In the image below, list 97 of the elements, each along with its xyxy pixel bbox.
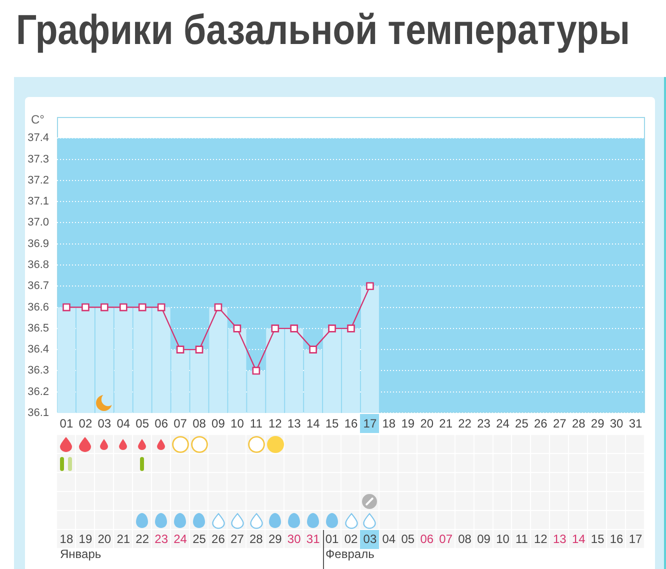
text: 31 xyxy=(306,532,320,546)
x-tick-label: 12 xyxy=(268,416,282,431)
text: 02 xyxy=(344,532,358,546)
x-tick-label: 30 xyxy=(610,416,624,431)
y-tick-label: 37.1 xyxy=(28,196,49,208)
x-tick-label: 25 xyxy=(515,416,529,431)
x-tick-label: 16 xyxy=(344,416,358,431)
y-tick-label: 37.0 xyxy=(28,216,49,229)
x-tick-label: 11 xyxy=(250,416,263,431)
x-tick-label: 03 xyxy=(98,416,112,431)
x-tick-label: 15 xyxy=(325,416,340,431)
text: 26 xyxy=(212,532,226,546)
x-tick-label: 27 xyxy=(552,416,567,431)
text: 06 xyxy=(420,532,434,546)
point xyxy=(100,303,108,312)
point xyxy=(195,346,204,354)
text: 20 xyxy=(98,532,112,546)
y-tick-label: 37.3 xyxy=(28,153,49,166)
x-tick-label: 04 xyxy=(116,416,130,431)
text: 13 xyxy=(552,532,567,546)
x-tick-label: 20 xyxy=(420,416,434,431)
text: 30 xyxy=(287,532,302,546)
x-tick-label: 28 xyxy=(572,416,586,431)
y-tick-label: 37.4 xyxy=(28,132,49,144)
x-tick-label: 26 xyxy=(534,416,548,431)
text: Январь xyxy=(60,546,102,561)
x-tick-label: 17 xyxy=(363,416,377,431)
point xyxy=(176,346,184,354)
y-tick-label: 36.7 xyxy=(28,280,49,292)
text: 07 xyxy=(439,532,453,546)
text: Февраль xyxy=(326,546,374,561)
x-tick-label: 01 xyxy=(60,416,74,431)
point xyxy=(62,303,70,312)
x-tick-label: 22 xyxy=(458,416,472,431)
point xyxy=(82,303,90,312)
text: 18 xyxy=(60,532,74,546)
x-tick-label: 31 xyxy=(628,416,643,431)
text: 14 xyxy=(572,532,586,546)
point xyxy=(309,346,317,354)
y-tick-label: 36.2 xyxy=(28,386,49,398)
point xyxy=(157,303,166,312)
text: 17 xyxy=(628,532,643,546)
point xyxy=(233,324,242,332)
x-tick-label: 08 xyxy=(192,416,206,431)
y-tick-label: 36.4 xyxy=(28,344,49,356)
y-tick-label: 36.8 xyxy=(28,259,49,272)
point xyxy=(328,324,336,332)
chart-title: Графики базальной температуры xyxy=(16,6,630,54)
x-tick-label: 18 xyxy=(382,416,396,431)
text: 25 xyxy=(192,532,206,546)
x-tick-label: 05 xyxy=(136,416,150,431)
y-tick-label: 37.2 xyxy=(28,174,49,186)
x-tick-label: 29 xyxy=(590,416,605,431)
x-tick-label: 13 xyxy=(287,416,302,431)
text: 01 xyxy=(325,532,340,546)
point xyxy=(366,282,374,290)
x-tick-label: 06 xyxy=(154,416,168,431)
text: 28 xyxy=(249,532,264,546)
point xyxy=(347,324,355,332)
text: 15 xyxy=(590,532,605,546)
y-tick-label: 36.5 xyxy=(28,322,49,334)
x-tick-label: 10 xyxy=(230,416,244,431)
x-tick-label: 02 xyxy=(78,416,92,431)
point xyxy=(138,303,146,312)
y-axis-title: C° xyxy=(31,112,45,126)
text: 09 xyxy=(477,532,491,546)
text: 05 xyxy=(401,532,415,546)
text: 23 xyxy=(154,532,168,546)
y-tick-label: 36.1 xyxy=(28,407,49,420)
point xyxy=(252,366,260,375)
text: 29 xyxy=(268,532,282,546)
text: 16 xyxy=(610,532,624,546)
text: 08 xyxy=(458,532,472,546)
x-tick-label: 09 xyxy=(212,416,226,431)
text: 24 xyxy=(174,532,188,546)
y-tick-label: 36.3 xyxy=(28,364,49,377)
point xyxy=(290,324,298,332)
x-tick-label: 19 xyxy=(401,416,415,431)
x-tick-label: 24 xyxy=(496,416,510,431)
y-tick-label: 36.6 xyxy=(28,301,49,314)
text: 03 xyxy=(363,532,377,546)
text: 12 xyxy=(534,532,548,546)
text: 21 xyxy=(116,532,130,546)
text: 11 xyxy=(515,532,528,546)
text: 22 xyxy=(136,532,150,546)
point xyxy=(214,303,222,312)
x-tick-label: 14 xyxy=(306,416,320,431)
point xyxy=(271,324,280,332)
text: 19 xyxy=(78,532,92,546)
x-tick-label: 23 xyxy=(477,416,491,431)
x-tick-label: 07 xyxy=(174,416,188,431)
text: 10 xyxy=(496,532,510,546)
x-tick-label: 21 xyxy=(439,416,453,431)
text: 27 xyxy=(230,532,244,546)
y-tick-label: 36.9 xyxy=(28,238,49,250)
point xyxy=(119,303,128,312)
text: 04 xyxy=(382,532,396,546)
